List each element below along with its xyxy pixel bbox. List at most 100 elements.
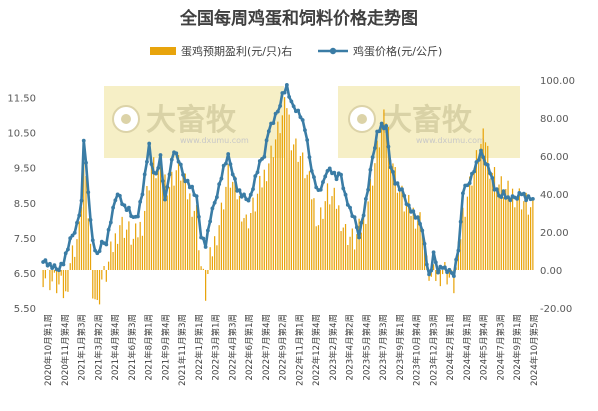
egg-price-point [158,153,163,157]
right-axis-tick: -20.00 [540,304,572,315]
egg-price-point [325,168,330,173]
profit-bar [498,184,500,270]
profit-bar [351,228,353,270]
profit-bar [229,187,232,270]
x-axis-tick: 2021年1月第3周 [77,314,88,380]
profit-bar [502,197,505,270]
profit-bar [89,243,92,270]
profit-bar [525,192,527,270]
profit-bar [487,145,489,270]
profit-bar [360,232,362,270]
profit-bar [250,213,252,270]
left-axis-tick: 8.50 [14,199,36,210]
profit-bar [423,244,426,270]
profit-bar [516,196,518,270]
egg-price-point [126,205,131,210]
profit-bar [342,227,344,270]
egg-price-point [165,185,170,189]
profit-bar [177,154,180,270]
profit-bar [326,183,329,270]
egg-price-point [97,249,102,254]
profit-bar [299,156,302,270]
egg-price-point [508,198,513,203]
profit-bar [110,241,112,270]
egg-price-point [372,146,377,150]
profit-bar [144,210,146,270]
profit-bar [283,97,286,270]
chart-title: 全国每周鸡蛋和饲料价格走势图 [179,8,418,29]
left-axis-tick: 11.50 [7,94,36,105]
profit-bar [245,214,247,270]
profit-bar [410,215,412,270]
egg-price-point [210,206,215,211]
profit-bar [171,171,173,270]
profit-bar [376,140,378,270]
egg-price-point [323,174,328,179]
profit-bar [532,199,534,270]
right-axis-tick: 80.00 [540,114,569,125]
egg-price-point [226,152,231,156]
profit-bar [67,270,69,292]
profit-bar [232,181,234,270]
x-axis-tick: 2021年3月第2周 [93,314,104,380]
profit-bar [277,121,279,270]
egg-price-point [43,258,48,263]
x-axis-tick: 2020年11月第4周 [60,314,71,386]
egg-price-point [300,118,305,122]
x-axis-tick: 2021年4月第4周 [110,314,121,380]
profit-bar [105,270,107,282]
egg-price-point [201,236,206,241]
profit-bar [252,197,254,270]
profit-bar [396,192,399,270]
profit-bar [207,270,209,274]
egg-price-point [431,250,436,255]
egg-price-point [77,213,82,218]
profit-bar [189,193,191,270]
egg-price-point [190,184,194,189]
egg-price-point [142,172,147,177]
egg-price-point [447,267,452,272]
egg-price-point [506,195,510,200]
profit-bar [505,188,507,270]
profit-bar [198,250,200,270]
left-axis-tick: 5.50 [14,304,36,315]
profit-bar [92,270,94,299]
egg-price-point [203,245,208,249]
x-axis-tick: 2024年5月第4周 [479,314,490,380]
egg-price-point [117,193,122,198]
x-axis-tick: 2024年4月第1周 [462,314,473,380]
profit-bar [329,204,331,270]
egg-price-point [427,272,431,277]
egg-price-point [174,151,179,156]
profit-bar [518,188,520,270]
egg-price-point [488,171,492,176]
legend-line-marker [329,47,337,55]
profit-bar [462,207,464,270]
profit-bar [247,228,250,270]
profit-bar [453,270,455,294]
profit-bar [65,270,67,292]
profit-bar [385,123,387,270]
profit-bar [365,223,367,270]
egg-price-point [296,108,301,113]
egg-price-point [318,187,323,192]
profit-bar [527,214,529,270]
egg-price-point [327,166,332,171]
watermark-left-url: www.dxumu.com [180,136,249,145]
egg-price-point [391,170,395,174]
egg-price-point [140,192,145,197]
egg-price-point [382,126,386,131]
x-axis-tick: 2021年11月第3周 [177,314,188,386]
profit-bar [98,270,101,305]
profit-bar [412,207,414,270]
egg-price-point [219,176,224,181]
egg-price-point [384,124,389,128]
profit-bar [432,264,435,270]
egg-price-point [181,172,185,177]
profit-bar [491,172,493,270]
egg-price-point [433,260,438,265]
profit-bar [130,244,132,270]
profit-bar [62,270,65,299]
x-axis: 2020年10月第1周 2020年11月第4周 2021年1月第3周 2021年3月第… [43,314,540,386]
profit-bar [166,195,168,270]
